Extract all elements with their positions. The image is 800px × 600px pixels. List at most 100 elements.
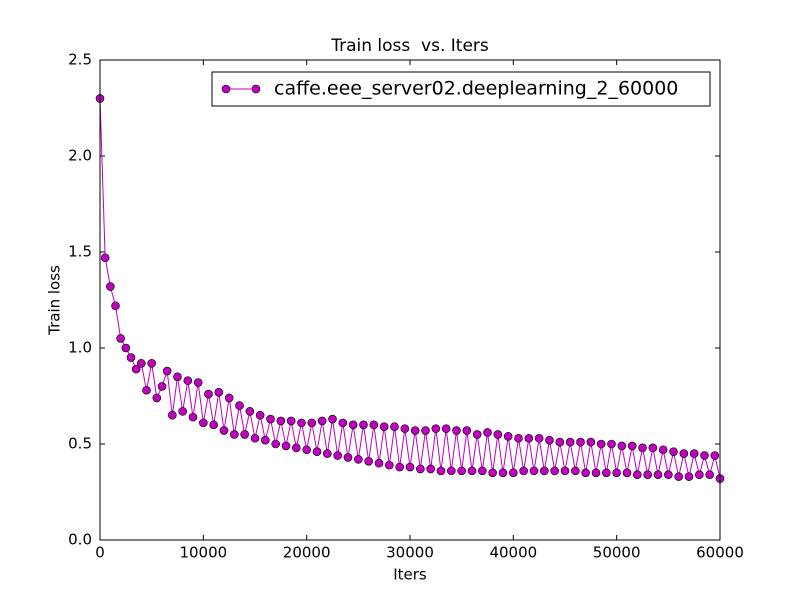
series-marker [116,334,125,343]
series-marker [297,418,306,428]
series-marker [219,426,229,435]
series-marker [679,449,689,458]
y-axis-label: Train loss [46,265,64,336]
series-marker [421,426,430,435]
series-marker [410,426,420,435]
series-marker [261,435,270,445]
y-tick-label: 0.0 [68,531,92,549]
x-tick-label: 40000 [489,544,537,562]
series-marker [276,416,286,426]
series-marker [524,433,534,443]
series-marker [560,466,570,476]
series-marker [596,439,606,449]
series-marker [622,468,632,478]
series-marker [550,466,559,476]
series-marker [653,470,663,480]
legend-marker [251,84,261,94]
y-tick-label: 1.5 [68,243,92,261]
series-marker [627,441,637,451]
series-marker [390,422,399,432]
legend-label: caffe.eee_server02.deeplearning_2_60000 [274,78,678,100]
series-marker [317,416,327,426]
series-marker [312,447,322,456]
series-marker [369,420,379,430]
series-marker [230,430,239,439]
series-marker [152,393,162,403]
series-marker [669,447,678,456]
series-marker [395,462,404,472]
series-marker [431,424,441,433]
series-marker [338,418,348,428]
series-marker [245,407,255,416]
series-marker [307,418,317,428]
series-marker [137,359,146,368]
series-marker [488,468,497,478]
series-marker [695,470,704,480]
series-marker [441,424,451,433]
series-marker [648,443,658,453]
y-tick-label: 0.5 [68,435,92,453]
series-marker [493,430,503,439]
x-tick-label: 0 [95,544,105,562]
series-marker [602,468,611,478]
series-marker [142,385,151,395]
series-marker [638,443,647,453]
series-marker [617,441,627,451]
series-marker [591,468,601,478]
x-tick-label: 60000 [696,544,744,562]
series-marker [586,437,596,447]
series-marker [426,464,435,474]
series-marker [111,301,120,311]
series-marker [385,460,394,470]
series-marker [281,441,291,451]
series-marker [514,433,523,443]
series-marker [498,468,508,478]
series-marker [131,364,141,374]
series-marker [100,253,110,263]
series-marker [607,439,616,449]
series-marker [540,466,549,476]
series-marker [400,424,410,433]
series-marker [447,466,456,476]
series-marker [286,416,296,426]
series-marker [364,456,373,466]
series-marker [106,282,115,291]
series-marker [674,472,683,481]
series-marker [302,445,311,455]
series-marker [178,407,187,416]
series-marker [529,466,539,476]
series-marker [157,382,167,391]
series-marker [705,470,714,480]
chart-title: Train loss vs. Iters [330,36,489,56]
series-marker [209,420,218,430]
series-marker [333,451,342,460]
series-marker [633,470,642,480]
series-marker [571,466,580,476]
series-marker [534,433,544,443]
series-marker [173,372,182,382]
series-marker [292,443,301,453]
series-marker [416,464,425,474]
series-marker [359,420,368,430]
y-tick-label: 2.5 [68,51,92,69]
series-marker [255,410,265,420]
series-marker [168,410,177,420]
series-marker [565,437,575,447]
series-marker [462,426,472,435]
series-marker [328,414,337,424]
series-marker [700,451,709,460]
series-marker [710,451,720,460]
x-tick-label: 20000 [283,544,331,562]
series-marker [576,437,585,447]
series-marker [379,422,389,432]
series-marker [457,466,466,476]
series-marker [343,453,353,462]
series-marker [250,433,260,443]
series-marker [323,449,332,458]
x-axis-label: Iters [393,566,427,584]
series-marker [193,378,203,387]
series-marker [121,343,131,353]
series-marker [509,468,518,478]
legend-box [211,71,711,107]
